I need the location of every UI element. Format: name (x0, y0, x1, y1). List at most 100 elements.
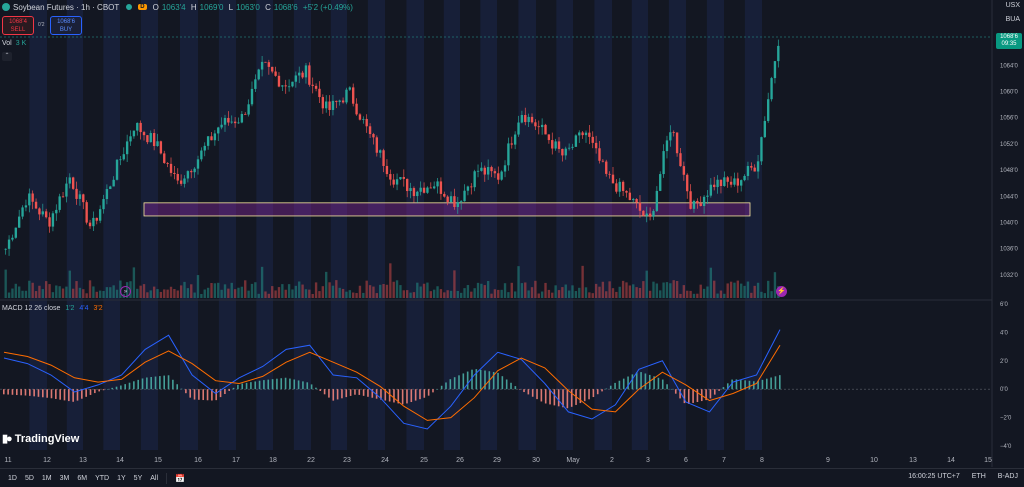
candle-body (169, 163, 173, 173)
candle-body (98, 209, 102, 221)
future-area (782, 0, 992, 450)
candle-body (777, 45, 780, 62)
volume-bar (716, 293, 719, 298)
candle-body (733, 178, 736, 185)
macd-histogram-bar (722, 387, 725, 390)
volume-bar (179, 285, 183, 298)
volume-bar (294, 285, 298, 298)
macd-histogram-bar (583, 389, 586, 402)
macd-histogram-bar (297, 380, 300, 390)
volume-bar (284, 289, 287, 298)
candle-body (672, 132, 675, 134)
candle-body (146, 135, 149, 143)
macd-histogram-bar (445, 382, 447, 390)
macd-histogram-bar (627, 376, 629, 390)
time-tick-label: 6 (684, 457, 688, 464)
volume-bar (436, 286, 439, 298)
candle-body (244, 113, 247, 115)
range-1y[interactable]: 1Y (117, 474, 126, 482)
candle-body (318, 88, 321, 98)
calendar-icon[interactable]: 📅 (175, 473, 185, 483)
candle-body (638, 202, 642, 211)
range-1d[interactable]: 1D (8, 474, 17, 482)
sell-button[interactable]: 1068'4 SELL (2, 16, 34, 35)
candle-body (530, 116, 534, 123)
volume-bar (574, 291, 578, 298)
session-band (180, 0, 198, 450)
volume-bar (291, 289, 294, 298)
range-5y[interactable]: 5Y (133, 474, 143, 482)
candle-body (534, 122, 537, 127)
macd-histogram-bar (735, 379, 738, 390)
candle-body (591, 136, 594, 143)
volume-bar (476, 282, 480, 298)
tv-mark-icon: ▮● (2, 433, 13, 445)
candle-body (642, 210, 645, 216)
range-6m[interactable]: 6M (77, 474, 88, 482)
candle-body (561, 148, 564, 156)
chevron-up-icon[interactable]: ⌃ (2, 52, 12, 61)
macd-histogram-bar (98, 389, 100, 392)
macd-histogram-bar (518, 389, 521, 390)
candle-body (61, 196, 65, 198)
symbol-title[interactable]: Soybean Futures · 1h · CBOT (13, 2, 120, 12)
macd-histogram-bar (81, 389, 83, 399)
clock[interactable]: 16:00:25 UTC+7 (908, 473, 960, 480)
candle-body (233, 121, 237, 124)
volume-bar (186, 288, 190, 298)
volume-bar (85, 293, 88, 298)
candle-body (331, 100, 335, 110)
macd-histogram-bar (557, 389, 560, 407)
adjust-toggle[interactable]: B-ADJ (997, 473, 1018, 480)
session-band (668, 0, 686, 450)
macd-histogram-bar (458, 375, 460, 390)
macd-histogram-bar (94, 389, 96, 394)
range-5d[interactable]: 5D (24, 474, 34, 482)
unit-selector[interactable]: BUA (1005, 16, 1020, 23)
price-tick-label: 1052'0 (1000, 142, 1018, 148)
macd-tick-label: 4'0 (1000, 330, 1008, 336)
lightning-icon[interactable]: ⚡ (776, 286, 787, 297)
macd-histogram-bar (761, 379, 764, 390)
candle-body (483, 167, 486, 175)
volume-bar (362, 292, 365, 298)
range-3m[interactable]: 3M (59, 474, 70, 482)
candle-body (28, 193, 31, 206)
range-all[interactable]: All (150, 474, 159, 482)
candle-body (412, 188, 416, 197)
candle-body (696, 200, 699, 204)
currency-selector[interactable]: USX (1005, 2, 1020, 9)
volume-bar (679, 293, 682, 298)
range-ytd[interactable]: YTD (95, 474, 110, 482)
volume-value: 3 K (15, 40, 27, 47)
volume-bar (547, 289, 551, 298)
macd-histogram-bar (384, 389, 387, 401)
candle-body (689, 191, 692, 209)
macd-legend[interactable]: MACD 12 26 close 1'2 4'4 3'2 (2, 305, 103, 312)
session-toggle[interactable]: ETH (971, 473, 986, 480)
macd-histogram-bar (276, 378, 278, 390)
volume-bar (554, 285, 557, 298)
macd-histogram-bar (440, 385, 443, 390)
volume-bar (470, 291, 473, 298)
macd-histogram-bar (653, 376, 655, 390)
macd-histogram-bar (141, 378, 144, 390)
volume-bar (419, 286, 422, 298)
candle-body (524, 115, 527, 123)
buy-button[interactable]: 1068'6 BUY (50, 16, 82, 35)
candle-body (348, 87, 352, 90)
volume-bar (564, 284, 567, 298)
candle-body (311, 84, 314, 86)
range-1m[interactable]: 1M (41, 474, 52, 482)
candle-body (287, 86, 291, 88)
volume-bar (68, 270, 71, 298)
candle-body (659, 174, 662, 191)
candle-body (729, 181, 733, 185)
macd-histogram-bar (731, 379, 733, 390)
macd-tick-label: 2'0 (1000, 359, 1008, 365)
session-band (218, 0, 236, 450)
double-arrow-icon[interactable]: » (120, 286, 131, 297)
open-label: O (152, 2, 159, 12)
